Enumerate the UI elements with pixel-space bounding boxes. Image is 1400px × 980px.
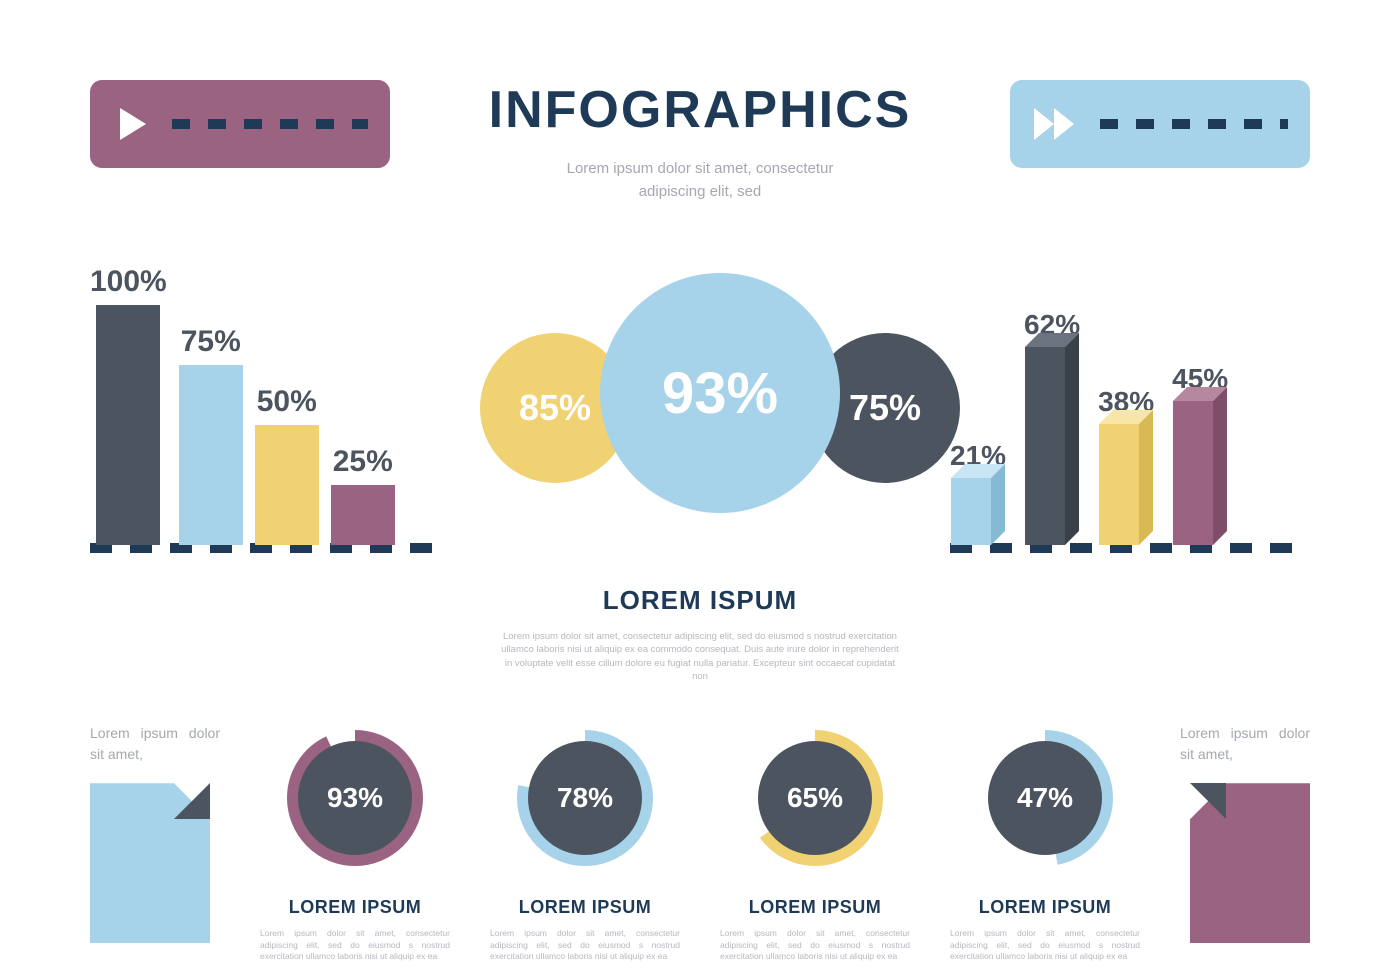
donut-chart: 47% (970, 723, 1120, 873)
donut-value: 47% (988, 741, 1102, 855)
bar-chart-left: 100%75%50%25% (90, 285, 450, 553)
donut-chart: 65% (740, 723, 890, 873)
document-icon-right (1190, 783, 1310, 943)
donut-charts: 93% LOREM IPSUM Lorem ipsum dolor sit amet… (250, 723, 1150, 962)
bar3d-item: 45% (1172, 363, 1228, 545)
bar (179, 365, 243, 545)
donut-card: 47% LOREM IPSUM Lorem ipsum dolor sit amet… (950, 723, 1140, 962)
donut-title: LOREM IPSUM (720, 897, 910, 918)
bar3d (1025, 347, 1079, 545)
bar3d-item: 62% (1024, 309, 1080, 545)
bar (255, 425, 319, 545)
ff-dashes (1100, 119, 1288, 129)
bar3d-item: 38% (1098, 386, 1154, 545)
bar-chart-right: 21% 62% 38% 45% (950, 285, 1310, 553)
donut-value: 93% (298, 741, 412, 855)
donut-title: LOREM IPSUM (950, 897, 1140, 918)
donut-card: 93% LOREM IPSUM Lorem ipsum dolor sit amet… (260, 723, 450, 962)
donut-title: LOREM IPSUM (260, 897, 450, 918)
circle-stat: 93% (600, 273, 840, 513)
fast-forward-button[interactable] (1010, 80, 1310, 168)
section-body: Lorem ipsum dolor sit amet, consectetur … (500, 630, 900, 683)
donut-value: 65% (758, 741, 872, 855)
bar3d (1173, 401, 1227, 545)
header-center: INFOGRAPHICS Lorem ipsum dolor sit amet,… (430, 80, 970, 203)
bar-item: 50% (255, 385, 319, 545)
doc-right-text: Lorem ipsum dolor sit amet, (1180, 723, 1310, 765)
bar3d (1099, 424, 1153, 545)
bar-item: 25% (331, 445, 395, 545)
play-dashes (172, 119, 368, 129)
page-title: INFOGRAPHICS (430, 80, 970, 140)
mid-row: 100% 75% 50% 25% 85%93%75% 21% 62% 38% 45% (90, 253, 1310, 553)
bar (331, 485, 395, 545)
donut-card: 65% LOREM IPSUM Lorem ipsum dolor sit amet… (720, 723, 910, 962)
bar-label: 50% (257, 385, 317, 419)
circles-chart: 85%93%75% (480, 253, 920, 553)
doc-right-column: Lorem ipsum dolor sit amet, (1180, 723, 1310, 943)
donut-value: 78% (528, 741, 642, 855)
donut-body: Lorem ipsum dolor sit amet, consectetur … (720, 928, 910, 962)
bar-item: 100% (90, 265, 167, 545)
play-button[interactable] (90, 80, 390, 168)
play-icon (112, 104, 152, 144)
fast-forward-icon (1032, 104, 1080, 144)
infographic-root: INFOGRAPHICS Lorem ipsum dolor sit amet,… (0, 0, 1400, 980)
doc-left-text: Lorem ipsum dolor sit amet, (90, 723, 220, 765)
donut-chart: 93% (280, 723, 430, 873)
bottom-row: Lorem ipsum dolor sit amet, 93% LOREM IPS… (90, 723, 1310, 962)
bar (96, 305, 160, 545)
doc-left-column: Lorem ipsum dolor sit amet, (90, 723, 220, 943)
bar3d (951, 478, 1005, 545)
bar-label: 100% (90, 265, 167, 299)
bar-item: 75% (179, 325, 243, 545)
bar3d-item: 21% (950, 440, 1006, 545)
bar-label: 75% (181, 325, 241, 359)
page-subtitle: Lorem ipsum dolor sit amet, consectetur … (540, 158, 860, 203)
donut-body: Lorem ipsum dolor sit amet, consectetur … (950, 928, 1140, 962)
donut-body: Lorem ipsum dolor sit amet, consectetur … (490, 928, 680, 962)
donut-chart: 78% (510, 723, 660, 873)
donut-body: Lorem ipsum dolor sit amet, consectetur … (260, 928, 450, 962)
section-title: LOREM ISPUM (90, 585, 1310, 616)
donut-card: 78% LOREM IPSUM Lorem ipsum dolor sit amet… (490, 723, 680, 962)
section-lorem: LOREM ISPUM Lorem ipsum dolor sit amet, … (90, 585, 1310, 683)
document-icon-left (90, 783, 210, 943)
bar-label: 25% (333, 445, 393, 479)
header-row: INFOGRAPHICS Lorem ipsum dolor sit amet,… (90, 80, 1310, 203)
donut-title: LOREM IPSUM (490, 897, 680, 918)
